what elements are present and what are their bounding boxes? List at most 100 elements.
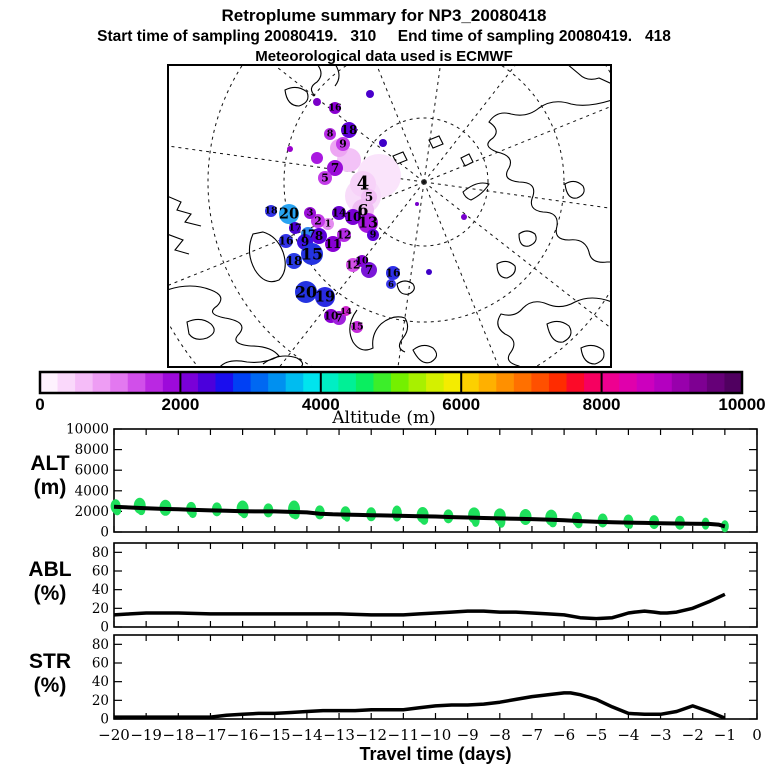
cluster-altitude-dot — [623, 514, 634, 529]
plume-cluster — [295, 281, 317, 303]
cluster-altitude-dot — [188, 508, 197, 519]
plume-cluster — [426, 269, 432, 275]
x-tick-label: −11 — [388, 726, 420, 744]
plume-cluster — [287, 146, 293, 152]
cluster-day-label: 18 — [341, 123, 358, 137]
plume-cluster — [386, 279, 396, 289]
cluster-altitude-dot — [497, 515, 506, 528]
cluster-day-label: 12 — [346, 259, 361, 272]
alt-panel-label-unit: (m) — [33, 475, 67, 499]
str-panel-label: STR (%) — [10, 650, 90, 697]
y-tick-label: 40 — [92, 674, 109, 690]
x-axis-tick-labels: −20 −19 −18 −17 −16 −15 −14 −13 −12 −11 −10 −9 −8 −7−… — [98, 726, 762, 744]
colorbar-cell — [355, 372, 375, 393]
plume-cluster — [351, 321, 363, 333]
y-tick-label: 60 — [92, 656, 109, 672]
cluster-day-label: 15 — [350, 322, 363, 333]
cluster-altitude-dot — [110, 499, 121, 514]
page-title: Retroplume summary for NP3_20080418 — [221, 6, 547, 25]
colorbar-cell — [391, 372, 410, 393]
cluster-day-label: 19 — [315, 289, 335, 306]
plume-cluster — [265, 205, 277, 217]
colorbar-cell — [461, 372, 480, 393]
plume-cluster — [286, 253, 302, 269]
plume-cluster — [379, 139, 387, 147]
cluster-altitude-dot — [314, 505, 325, 520]
colorbar-cell — [285, 372, 304, 393]
x-tick-label: −1 — [714, 726, 736, 744]
y-tick-label: 0 — [100, 525, 109, 541]
x-tick-label: −7 — [521, 726, 543, 744]
y-tick-label: 60 — [92, 564, 109, 580]
colorbar-cell — [110, 372, 129, 393]
colorbar-cell — [443, 372, 462, 393]
cluster-altitude-dot — [471, 514, 480, 527]
colorbar-cell — [338, 372, 357, 393]
cluster-altitude-dot — [113, 505, 122, 516]
cluster-altitude-dot — [133, 497, 146, 514]
colorbar-cell — [145, 372, 164, 393]
colorbar-cell — [619, 372, 638, 393]
colorbar-cell — [548, 372, 568, 393]
plume-cluster — [461, 214, 467, 220]
colorbar-cell — [636, 372, 655, 393]
plume-cluster — [279, 204, 299, 224]
colorbar-cell — [706, 372, 726, 393]
colorbar-cell — [320, 372, 339, 393]
y-tick-label: 0 — [100, 620, 109, 636]
colorbar-cell — [57, 372, 76, 393]
plume-cluster — [304, 207, 316, 219]
y-tick-label: 2000 — [75, 504, 109, 520]
cluster-altitude-dot — [701, 517, 710, 530]
cluster-day-label: 1 — [325, 219, 332, 230]
y-tick-label: 0 — [100, 712, 109, 728]
cluster-day-label: 8 — [315, 229, 323, 243]
cluster-day-label: 16 — [386, 267, 401, 280]
alt-panel-label: ALT (m) — [10, 452, 90, 499]
alt-line — [113, 504, 726, 529]
plume-cluster — [345, 209, 361, 225]
sampling-time-line: Start time of sampling 20080419. 310 End… — [97, 28, 671, 45]
plume-cluster — [313, 98, 321, 106]
cluster-altitude-dot — [391, 505, 402, 522]
cluster-day-label: 18 — [286, 254, 303, 268]
cluster-day-label: 15 — [301, 245, 323, 264]
cluster-altitude-dot — [159, 499, 172, 516]
colorbar-cell — [215, 372, 234, 393]
colorbar-cell — [426, 372, 445, 393]
colorbar-cell — [496, 372, 515, 393]
cluster-day-label: 12 — [337, 229, 352, 242]
x-tick-label: −9 — [457, 726, 479, 744]
y-tick-label: 80 — [92, 545, 109, 561]
cluster-day-label: 3 — [307, 208, 314, 219]
plume-cluster — [337, 228, 351, 242]
colorbar-cell — [40, 372, 59, 393]
x-tick-label: −10 — [420, 726, 452, 744]
cluster-altitude-dot — [548, 517, 557, 528]
x-axis-title: Travel time (days) — [359, 744, 512, 764]
alt-panel-label-name: ALT — [30, 452, 70, 475]
colorbar-cell — [408, 372, 427, 393]
cluster-altitude-dot — [291, 509, 300, 520]
cluster-altitude-dot — [416, 507, 429, 524]
cluster-day-label: 20 — [295, 283, 317, 302]
x-tick-label: −4 — [617, 726, 639, 744]
colorbar-cell — [566, 372, 585, 393]
cluster-day-label: 14 — [332, 207, 347, 220]
plume-cluster — [289, 222, 301, 234]
plume-cluster — [415, 202, 419, 206]
cluster-altitude-dot — [236, 500, 249, 517]
plume-cluster — [386, 266, 400, 280]
cluster-day-label: 9 — [370, 230, 377, 241]
arctic-map: 4 5 6 16 18 9 8 7 5 18 20 17 13 10 14 1 2 3 8 9 11 12 17 16 9 15 1… — [167, 64, 612, 368]
cluster-day-label: 7 — [335, 312, 342, 325]
cluster-day-label: 20 — [279, 206, 299, 223]
cluster-altitude-dot — [420, 514, 429, 525]
y-tick-label: 20 — [92, 693, 109, 709]
cluster-day-label: 5 — [321, 172, 328, 185]
str-panel-label-unit: (%) — [33, 673, 67, 697]
colorbar-cell — [671, 372, 690, 393]
cluster-altitude-dot — [186, 501, 197, 516]
x-tick-label: −5 — [585, 726, 607, 744]
x-tick-label: −2 — [682, 726, 704, 744]
